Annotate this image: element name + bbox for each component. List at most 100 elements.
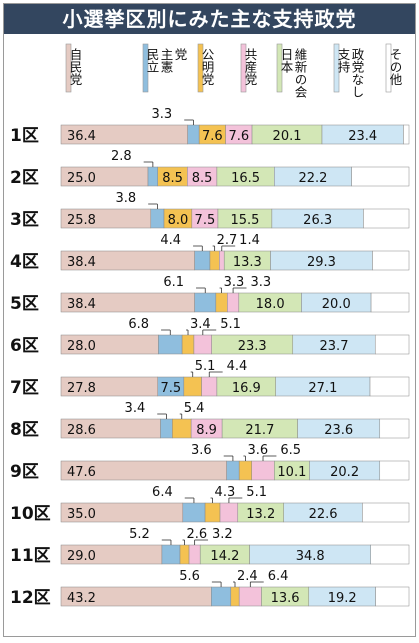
value-7区-5: 27.1 bbox=[308, 381, 337, 396]
bar-5区-3 bbox=[227, 292, 240, 313]
bar-9区-1 bbox=[226, 460, 240, 481]
bar-10区-6 bbox=[362, 502, 410, 523]
bar-7区-6 bbox=[369, 376, 410, 397]
bar-4区-2 bbox=[209, 250, 220, 271]
value-11区-3: 3.2 bbox=[212, 527, 233, 542]
value-12区-3: 6.4 bbox=[268, 569, 289, 584]
legend-swatch-1 bbox=[142, 43, 149, 93]
legend-swatch-5 bbox=[333, 43, 340, 93]
value-4区-0: 38.4 bbox=[67, 255, 96, 270]
value-11区-0: 29.0 bbox=[67, 549, 96, 564]
value-3区-5: 26.3 bbox=[303, 213, 332, 228]
bar-6区-1 bbox=[158, 334, 183, 355]
legend-label-4-1: 維新の会 bbox=[293, 48, 308, 99]
row-label-5: 6区 bbox=[10, 336, 39, 356]
value-1区-1: 3.3 bbox=[152, 107, 173, 122]
row-label-8: 9区 bbox=[10, 462, 39, 482]
value-1区-3: 7.6 bbox=[228, 129, 249, 144]
value-12区-1: 5.6 bbox=[179, 569, 200, 584]
value-2区-4: 16.5 bbox=[231, 171, 260, 186]
value-12区-2: 2.4 bbox=[237, 569, 258, 584]
value-4区-1: 4.4 bbox=[160, 233, 181, 248]
value-3区-3: 7.5 bbox=[195, 213, 216, 228]
legend-swatch-2 bbox=[197, 43, 204, 93]
row-label-10: 11区 bbox=[10, 546, 51, 566]
value-7区-1: 7.5 bbox=[160, 381, 181, 396]
bar-12区-1 bbox=[211, 586, 232, 607]
value-3区-2: 8.0 bbox=[168, 213, 189, 228]
value-12区-5: 19.2 bbox=[328, 591, 357, 606]
bar-5区-6 bbox=[370, 292, 410, 313]
stacked-bar-chart: 自民党 民立 主憲党公明党 共産党 日本 維新の会 支持 政党なし その他 1区 36.4 3.3 7.… bbox=[10, 43, 410, 608]
value-9区-0: 47.6 bbox=[67, 465, 96, 480]
value-8区-4: 21.7 bbox=[245, 423, 274, 438]
bar-4区-1 bbox=[194, 250, 211, 271]
chart-title: 小選挙区別にみた主な支持政党 bbox=[4, 4, 415, 34]
value-4区-2: 2.7 bbox=[217, 233, 238, 248]
bar-11区-3 bbox=[188, 544, 201, 565]
value-1区-4: 20.1 bbox=[273, 129, 302, 144]
legend-label-1-0: 民立 bbox=[145, 48, 160, 73]
bar-12区-2 bbox=[230, 586, 240, 607]
value-5区-2: 3.3 bbox=[224, 275, 245, 290]
value-10区-3: 5.1 bbox=[246, 485, 267, 500]
value-3区-1: 3.8 bbox=[116, 191, 137, 206]
value-8区-3: 8.9 bbox=[196, 423, 217, 438]
bar-2区-1 bbox=[147, 166, 158, 187]
row-label-1: 2区 bbox=[10, 168, 39, 188]
value-11区-2: 2.6 bbox=[187, 527, 208, 542]
bar-2区-6 bbox=[351, 166, 410, 187]
value-9区-4: 10.1 bbox=[277, 465, 306, 480]
value-3区-4: 15.5 bbox=[230, 213, 259, 228]
value-5区-1: 6.1 bbox=[163, 275, 184, 290]
value-6区-0: 28.0 bbox=[67, 339, 96, 354]
bar-7区-3 bbox=[201, 376, 218, 397]
value-5区-4: 18.0 bbox=[256, 297, 285, 312]
bar-6区-3 bbox=[193, 334, 212, 355]
value-11区-4: 14.2 bbox=[210, 549, 239, 564]
value-4区-3: 1.4 bbox=[239, 233, 260, 248]
value-3区-0: 25.8 bbox=[67, 213, 96, 228]
value-9区-5: 20.2 bbox=[330, 465, 359, 480]
value-2区-1: 2.8 bbox=[111, 149, 132, 164]
value-9区-3: 6.5 bbox=[280, 443, 301, 458]
bar-7区-2 bbox=[183, 376, 202, 397]
bar-12区-6 bbox=[375, 586, 410, 607]
value-5区-0: 38.4 bbox=[67, 297, 96, 312]
value-2区-0: 25.0 bbox=[67, 171, 96, 186]
value-6区-5: 23.7 bbox=[320, 339, 349, 354]
legend-label-5-1: 政党なし bbox=[350, 48, 365, 98]
value-10区-5: 22.6 bbox=[309, 507, 338, 522]
legend-label-3-0: 共産党 bbox=[243, 48, 258, 86]
bar-8区-1 bbox=[160, 418, 173, 439]
value-10区-0: 35.0 bbox=[67, 507, 96, 522]
value-12区-0: 43.2 bbox=[67, 591, 96, 606]
bar-10区-1 bbox=[182, 502, 206, 523]
bar-9区-6 bbox=[379, 460, 410, 481]
value-7区-2: 5.1 bbox=[195, 359, 216, 374]
value-6区-2: 3.4 bbox=[190, 317, 211, 332]
bar-5区-1 bbox=[194, 292, 217, 313]
bar-5区-2 bbox=[215, 292, 228, 313]
bar-11区-2 bbox=[179, 544, 190, 565]
bar-9区-3 bbox=[251, 460, 275, 481]
value-1区-0: 36.4 bbox=[67, 129, 96, 144]
row-label-3: 4区 bbox=[10, 252, 39, 272]
value-4区-5: 29.3 bbox=[307, 255, 336, 270]
row-label-11: 12区 bbox=[10, 588, 51, 608]
value-1区-2: 7.6 bbox=[202, 129, 223, 144]
value-2区-5: 22.2 bbox=[298, 171, 327, 186]
value-9区-2: 3.6 bbox=[247, 443, 268, 458]
legend-label-2-0: 公明党 bbox=[200, 48, 215, 86]
bar-11区-1 bbox=[161, 544, 181, 565]
value-11区-5: 34.8 bbox=[296, 549, 325, 564]
value-1区-5: 23.4 bbox=[348, 129, 377, 144]
bar-9区-2 bbox=[238, 460, 252, 481]
value-8区-5: 23.6 bbox=[324, 423, 353, 438]
value-10区-4: 13.2 bbox=[246, 507, 275, 522]
value-7区-0: 27.8 bbox=[67, 381, 96, 396]
value-7区-3: 4.4 bbox=[227, 359, 248, 374]
row-label-9: 10区 bbox=[10, 504, 51, 524]
legend-swatch-4 bbox=[276, 43, 283, 93]
value-12区-4: 13.6 bbox=[271, 591, 300, 606]
